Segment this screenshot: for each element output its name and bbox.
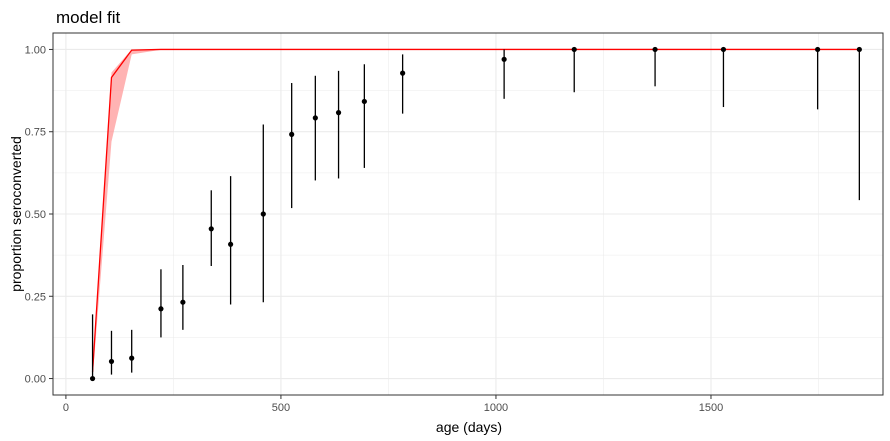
data-point — [815, 46, 821, 53]
y-tick-label: 0.75 — [25, 127, 46, 139]
data-point — [720, 46, 727, 53]
data-point — [260, 211, 266, 217]
data-point — [501, 56, 507, 62]
data-point — [312, 115, 318, 121]
y-tick-label: 0.25 — [25, 291, 46, 303]
data-point — [652, 46, 658, 53]
data-point — [571, 46, 577, 53]
data-point — [289, 131, 295, 137]
data-point — [180, 299, 186, 305]
y-tick-label: 0.00 — [25, 374, 46, 386]
data-point — [208, 226, 214, 232]
point-layer — [89, 46, 862, 382]
x-tick-label: 500 — [272, 402, 290, 414]
x-tick-label: 1500 — [699, 402, 723, 414]
fit-line — [91, 48, 860, 373]
x-tick-label: 1000 — [484, 402, 508, 414]
data-point — [108, 358, 115, 365]
x-axis-title: age (days) — [436, 419, 502, 435]
grid-major — [53, 33, 883, 395]
x-axis-ticks: 0 500 1000 1500 — [63, 395, 723, 414]
data-point — [361, 98, 367, 105]
data-point — [400, 70, 406, 76]
data-point — [158, 306, 164, 312]
fit-line-layer — [91, 48, 860, 373]
x-tick-label: 0 — [63, 402, 69, 414]
chart-title: model fit — [56, 8, 121, 27]
data-point — [335, 110, 342, 116]
data-point — [856, 46, 862, 53]
data-point — [228, 241, 234, 247]
y-tick-label: 0.50 — [25, 209, 46, 221]
grid-minor — [53, 33, 883, 395]
y-axis-ticks: 0.00 0.25 0.50 0.75 1.00 — [25, 44, 53, 386]
y-axis-title: proportion seroconverted — [8, 136, 24, 292]
data-point — [89, 375, 96, 382]
y-tick-label: 1.00 — [25, 44, 46, 56]
data-point — [129, 355, 135, 361]
